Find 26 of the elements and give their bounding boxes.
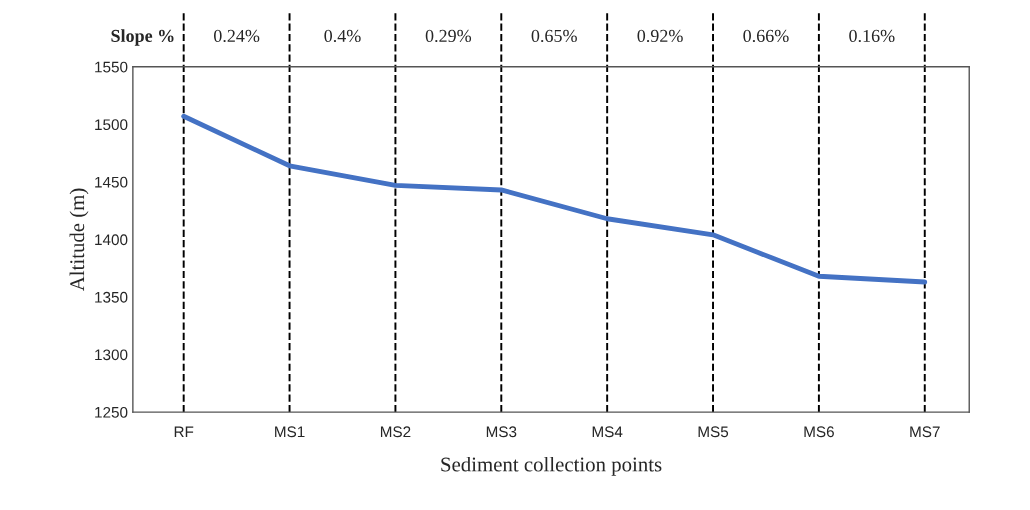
x-tick-label: MS3: [486, 426, 517, 438]
y-tick-label: 1400: [95, 234, 128, 246]
text: Slope %: [111, 29, 174, 46]
text: 0.66%: [743, 29, 789, 43]
x-tick-label: MS1: [275, 426, 305, 438]
y-tick-label: 1500: [95, 119, 128, 131]
y-tick-label: 1550: [95, 61, 128, 73]
x-tick-label: MS2: [380, 426, 411, 438]
y-tick-label: 1450: [95, 176, 128, 188]
y-axis-title: Altitude (m): [69, 188, 89, 292]
y-tick-label: 1250: [95, 406, 128, 418]
y-tick-label: 1300: [95, 349, 128, 361]
x-tick-label: RF: [174, 426, 194, 438]
x-tick-label: MS7: [910, 426, 940, 438]
x-tick-label: MS6: [804, 426, 834, 438]
x-tick-label: MS4: [592, 426, 623, 438]
line-series: [181, 113, 928, 285]
text: 0.24%: [213, 29, 260, 43]
text: 0.16%: [849, 29, 895, 43]
y-tick-label: 1350: [95, 291, 128, 303]
x-axis-title: Sediment collection points: [441, 456, 662, 476]
text: 0.65%: [531, 29, 577, 43]
text: 0.29%: [425, 29, 472, 43]
x-tick-label: MS5: [698, 426, 729, 438]
text: 0.92%: [637, 29, 683, 43]
text: 0.4%: [324, 29, 361, 43]
